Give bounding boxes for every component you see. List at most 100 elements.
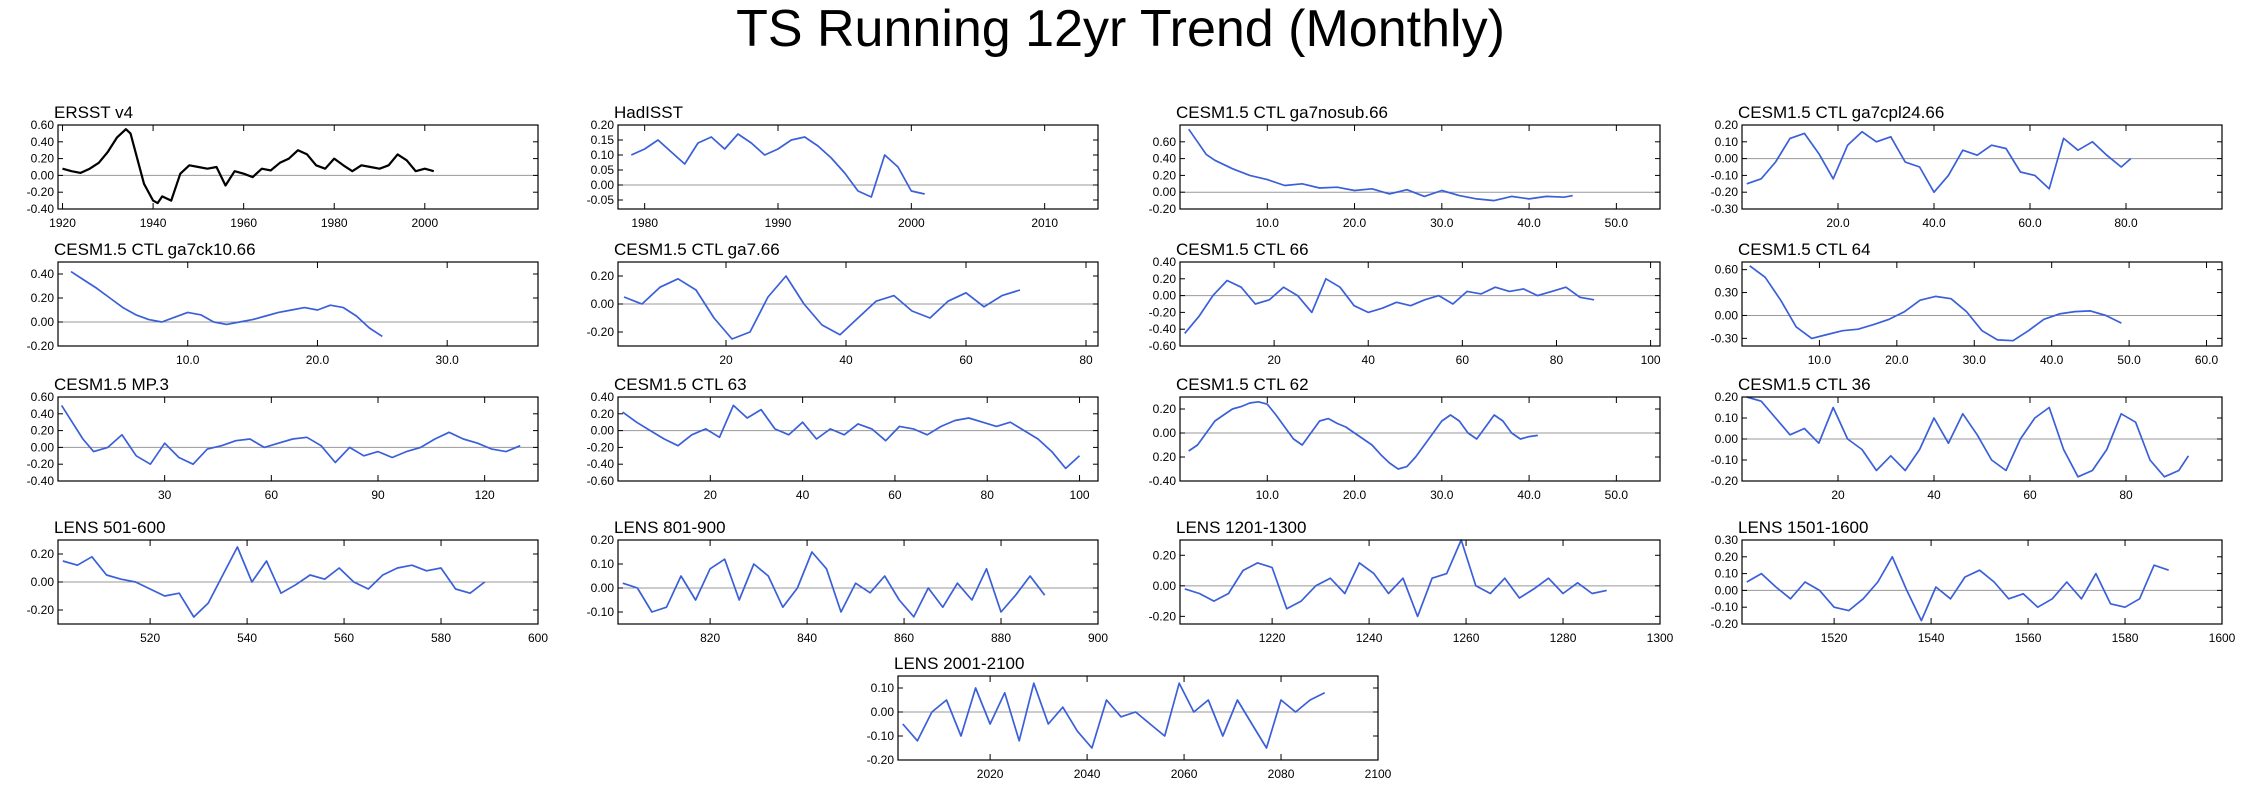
x-tick-label: 50.0 bbox=[1605, 216, 1629, 230]
series-line bbox=[1184, 539, 1607, 618]
y-tick-label: -0.20 bbox=[27, 603, 55, 617]
x-tick-label: 820 bbox=[700, 631, 720, 645]
y-tick-label: 0.60 bbox=[31, 390, 55, 404]
panel-13: LENS 801-900 -0.10 0.00 0.10 0.20 820 840 860 88… bbox=[587, 518, 1109, 645]
y-tick-label: 0.00 bbox=[1153, 426, 1177, 440]
y-tick-label: 0.00 bbox=[1715, 152, 1739, 166]
panel-title: CESM1.5 CTL ga7nosub.66 bbox=[1176, 103, 1388, 122]
x-tick-label: 20 bbox=[719, 353, 733, 367]
x-tick-label: 1300 bbox=[1647, 631, 1674, 645]
y-tick-label: 0.40 bbox=[1153, 255, 1177, 269]
x-tick-label: 840 bbox=[797, 631, 817, 645]
panel-2: CESM1.5 CTL ga7nosub.66 -0.20 0.00 0.20 0.40… bbox=[1149, 103, 1661, 230]
y-tick-label: -0.20 bbox=[1149, 202, 1177, 216]
x-tick-label: 2100 bbox=[1365, 767, 1392, 781]
y-tick-label: -0.20 bbox=[587, 440, 615, 454]
y-tick-label: 0.20 bbox=[31, 547, 55, 561]
series-line bbox=[1746, 555, 2169, 622]
panel-title: CESM1.5 MP.3 bbox=[54, 375, 169, 394]
plot-frame bbox=[617, 539, 1099, 625]
x-tick-label: 20 bbox=[1267, 353, 1281, 367]
y-tick-label: -0.20 bbox=[27, 339, 55, 353]
y-tick-label: 0.00 bbox=[31, 440, 55, 454]
series-line bbox=[62, 128, 435, 205]
x-tick-label: 20.0 bbox=[1343, 488, 1367, 502]
plot-frame bbox=[1741, 396, 2223, 482]
x-tick-label: 20.0 bbox=[1343, 216, 1367, 230]
y-tick-label: 0.10 bbox=[1715, 135, 1739, 149]
x-tick-label: 540 bbox=[237, 631, 257, 645]
series-line bbox=[1746, 396, 2190, 478]
series-line bbox=[62, 546, 486, 618]
x-tick-label: 30.0 bbox=[1430, 488, 1454, 502]
y-tick-label: 0.40 bbox=[31, 267, 55, 281]
x-tick-label: 40 bbox=[796, 488, 810, 502]
y-tick-label: 0.00 bbox=[31, 168, 55, 182]
x-tick-label: 1920 bbox=[49, 216, 76, 230]
x-tick-label: 1600 bbox=[2209, 631, 2236, 645]
panel-title: ERSST v4 bbox=[54, 103, 133, 122]
x-tick-label: 1260 bbox=[1453, 631, 1480, 645]
x-tick-label: 1980 bbox=[321, 216, 348, 230]
y-tick-label: 0.00 bbox=[591, 297, 615, 311]
x-tick-label: 30.0 bbox=[436, 353, 460, 367]
panel-title: LENS 1501-1600 bbox=[1738, 518, 1868, 537]
y-tick-label: 0.00 bbox=[591, 178, 615, 192]
plot-frame bbox=[1741, 124, 2223, 210]
panel-title: LENS 801-900 bbox=[614, 518, 726, 537]
y-tick-label: 0.20 bbox=[1153, 272, 1177, 286]
y-tick-label: 0.10 bbox=[591, 557, 615, 571]
y-tick-label: 0.00 bbox=[1715, 432, 1739, 446]
y-tick-label: -0.20 bbox=[1149, 305, 1177, 319]
figure-title: TS Running 12yr Trend (Monthly) bbox=[736, 0, 1505, 58]
y-tick-label: 0.20 bbox=[31, 424, 55, 438]
plot-frame bbox=[1179, 539, 1661, 625]
y-tick-label: -0.20 bbox=[27, 185, 55, 199]
y-tick-label: -0.05 bbox=[587, 193, 615, 207]
series-line bbox=[60, 404, 521, 466]
panel-title: CESM1.5 CTL 64 bbox=[1738, 240, 1871, 259]
y-tick-label: 0.05 bbox=[591, 163, 615, 177]
y-tick-label: -0.40 bbox=[587, 457, 615, 471]
y-tick-label: 0.20 bbox=[1153, 402, 1177, 416]
y-tick-label: 0.00 bbox=[1153, 185, 1177, 199]
y-tick-label: 0.20 bbox=[591, 269, 615, 283]
plot-frame bbox=[57, 396, 539, 482]
y-tick-label: 0.30 bbox=[1715, 286, 1739, 300]
y-tick-label: 0.10 bbox=[1715, 411, 1739, 425]
x-tick-label: 10.0 bbox=[1256, 216, 1280, 230]
panel-title: CESM1.5 CTL 36 bbox=[1738, 375, 1871, 394]
x-tick-label: 20 bbox=[704, 488, 718, 502]
plot-frame bbox=[897, 675, 1379, 761]
plot-frame bbox=[1741, 539, 2223, 625]
x-tick-label: 2060 bbox=[1171, 767, 1198, 781]
panel-title: CESM1.5 CTL 66 bbox=[1176, 240, 1309, 259]
series-line bbox=[1188, 128, 1573, 202]
x-tick-label: 2040 bbox=[1074, 767, 1101, 781]
y-tick-label: 0.10 bbox=[591, 148, 615, 162]
x-tick-label: 40.0 bbox=[1922, 216, 1946, 230]
y-tick-label: 0.60 bbox=[31, 118, 55, 132]
panel-title: HadISST bbox=[614, 103, 683, 122]
y-tick-label: 0.10 bbox=[1715, 567, 1739, 581]
panel-title: CESM1.5 CTL ga7cpl24.66 bbox=[1738, 103, 1944, 122]
x-tick-label: 1940 bbox=[140, 216, 167, 230]
y-tick-label: 0.20 bbox=[591, 533, 615, 547]
x-tick-label: 20.0 bbox=[1826, 216, 1850, 230]
series-line bbox=[902, 682, 1326, 749]
x-tick-label: 2020 bbox=[977, 767, 1004, 781]
plot-frame bbox=[617, 124, 1099, 210]
y-tick-label: -0.20 bbox=[867, 753, 895, 767]
x-tick-label: 40 bbox=[1362, 353, 1376, 367]
panel-9: CESM1.5 CTL 63 -0.60 -0.40 -0.20 0.00 0.20 0.4… bbox=[587, 375, 1099, 502]
panel-title: LENS 501-600 bbox=[54, 518, 166, 537]
panel-5: CESM1.5 CTL ga7.66 -0.20 0.00 0.20 20 40 60 80 bbox=[587, 240, 1099, 367]
y-tick-label: -0.40 bbox=[1149, 322, 1177, 336]
y-tick-label: 0.20 bbox=[1153, 450, 1177, 464]
plot-frame bbox=[57, 124, 539, 210]
x-tick-label: 90 bbox=[371, 488, 385, 502]
y-tick-label: 0.10 bbox=[871, 681, 895, 695]
x-tick-label: 1580 bbox=[2112, 631, 2139, 645]
y-tick-label: -0.40 bbox=[27, 202, 55, 216]
panel-title: CESM1.5 CTL ga7ck10.66 bbox=[54, 240, 256, 259]
